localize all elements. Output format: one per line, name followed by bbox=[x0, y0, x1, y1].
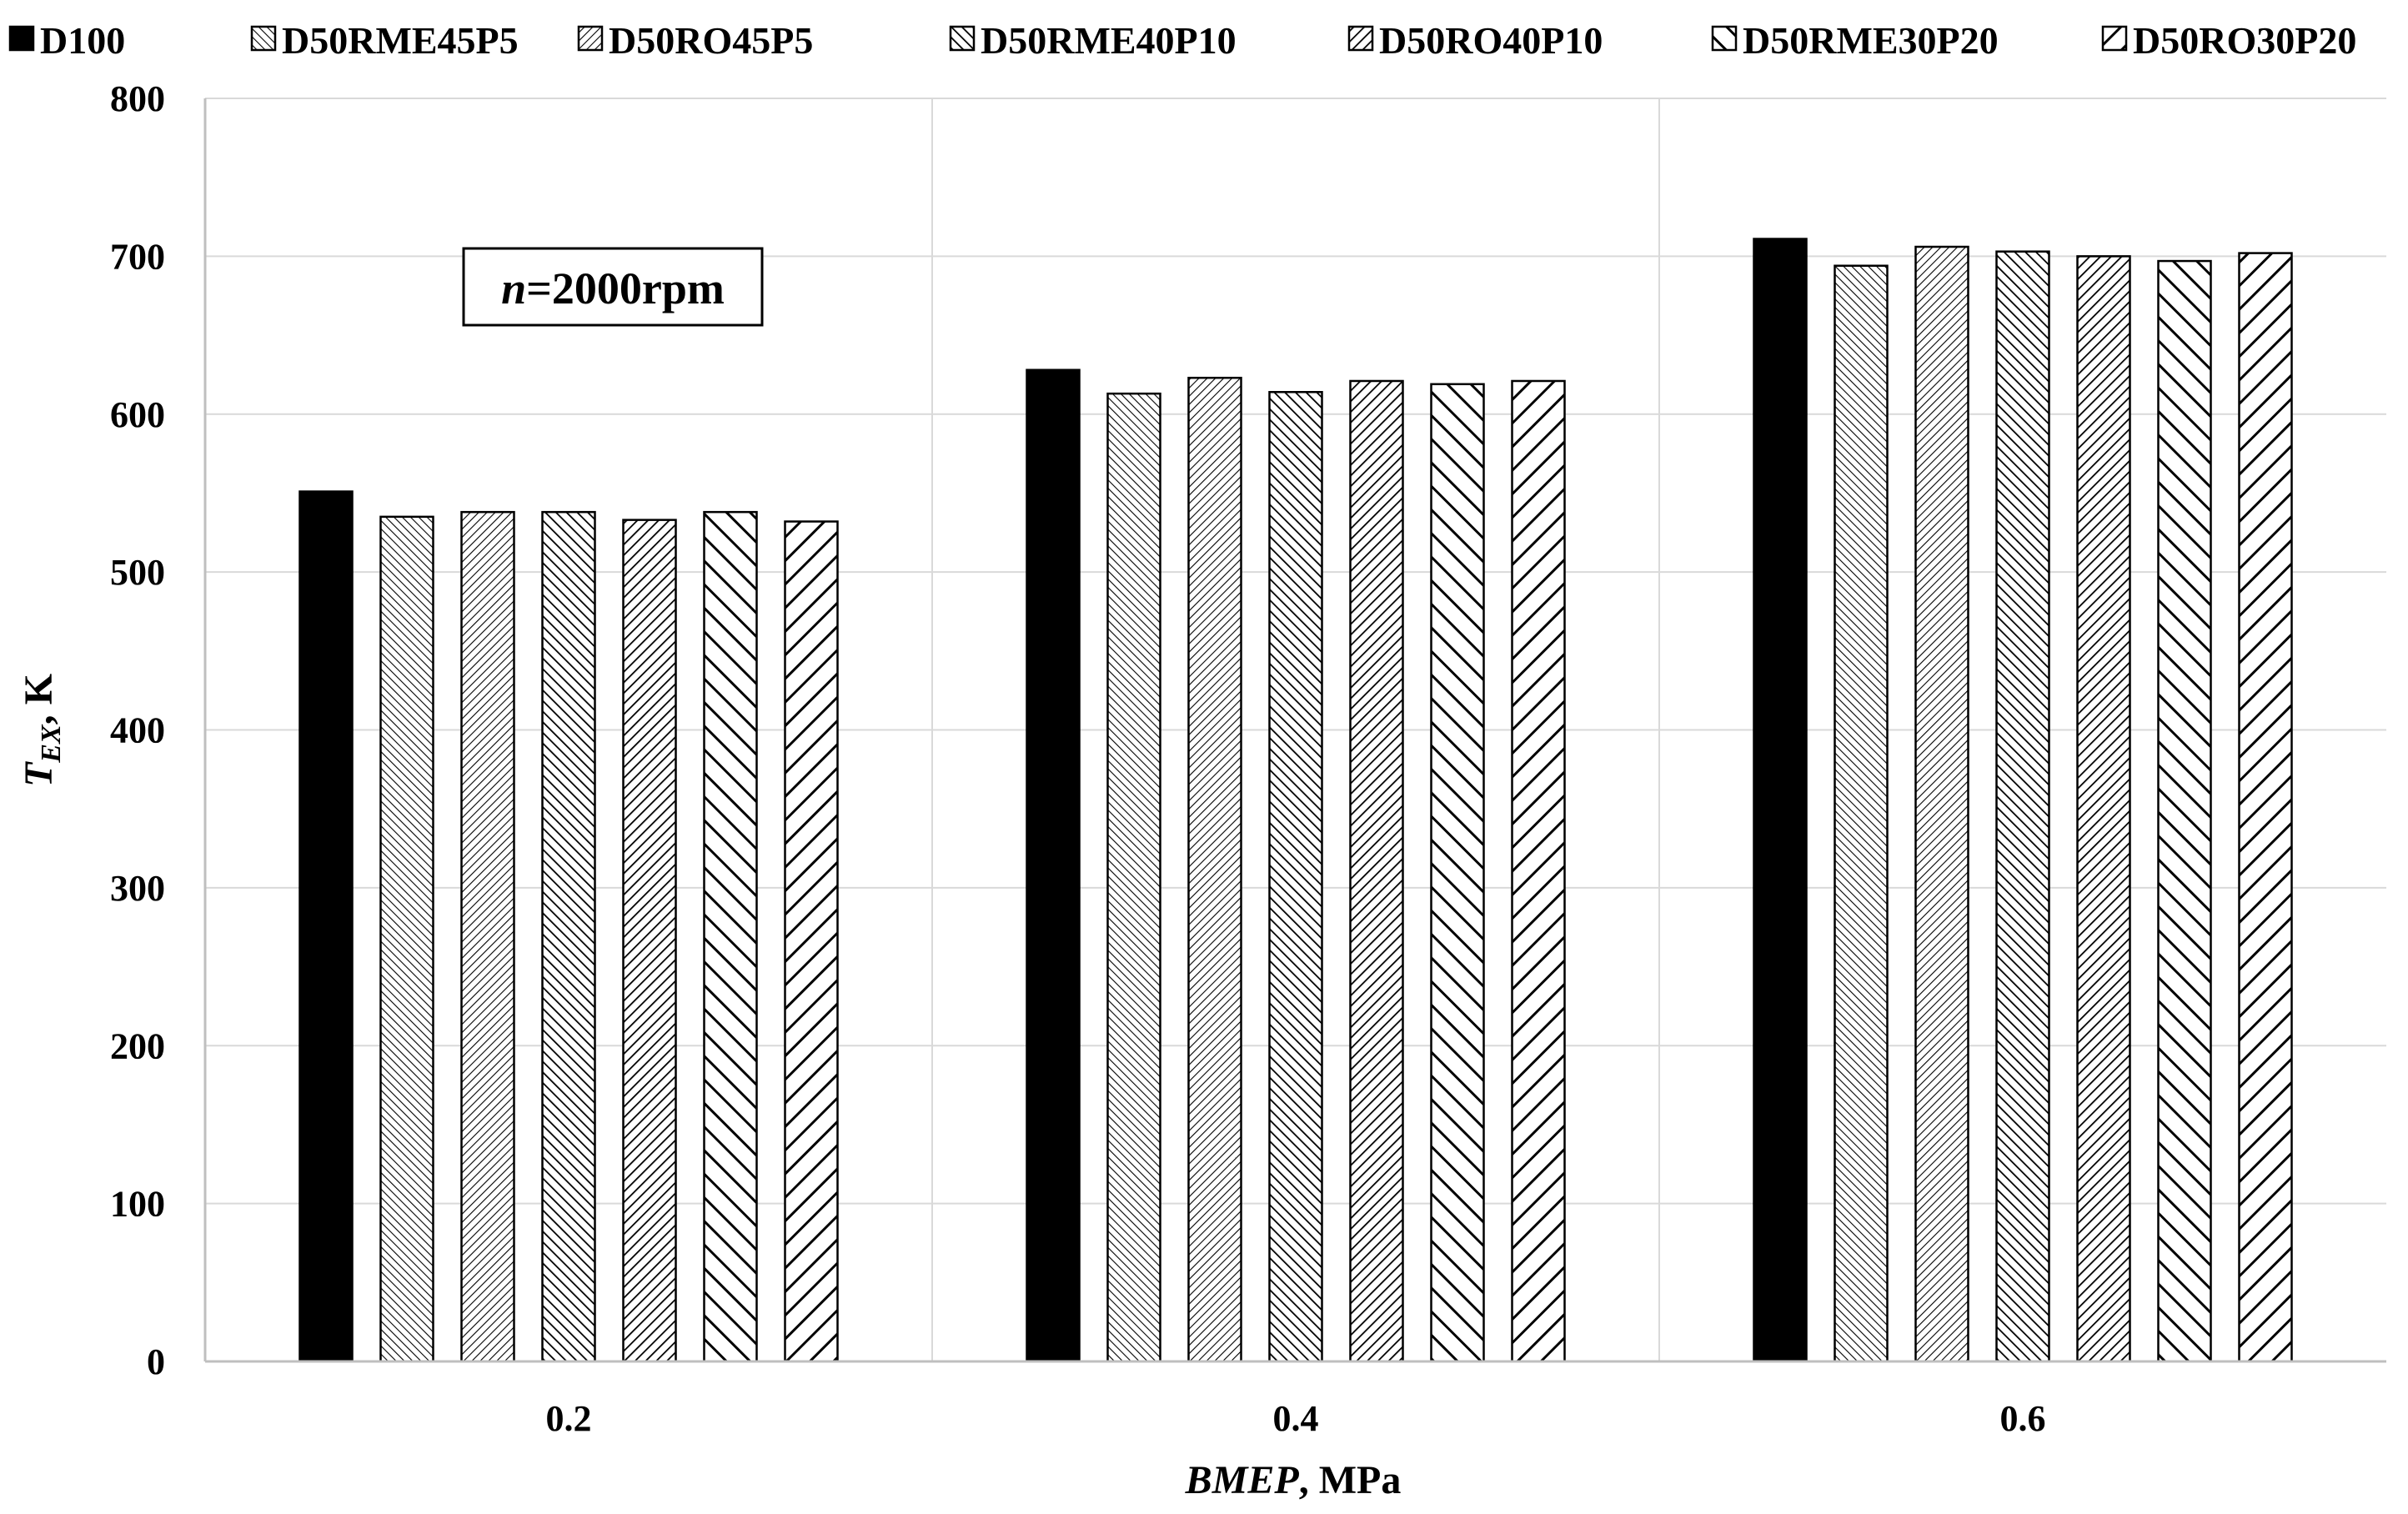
legend-label: D100 bbox=[40, 19, 125, 62]
bar-D100-0.4 bbox=[1026, 368, 1081, 1363]
bar-D50RME45P5-0.6 bbox=[1834, 264, 1889, 1363]
bar-D50RO40P10-0.4 bbox=[1349, 379, 1404, 1363]
bar-D100-0.2 bbox=[298, 490, 354, 1363]
legend-item-D100: D100 bbox=[8, 19, 125, 62]
legend-swatch bbox=[949, 25, 976, 52]
annotation-frame bbox=[462, 247, 764, 327]
annotation-italic: n bbox=[501, 263, 526, 313]
bar-D50RME45P5-0.2 bbox=[379, 515, 434, 1363]
x-tick-label: 0.2 bbox=[546, 1398, 592, 1439]
legend: D100 D50RME45P5 D50RO45P5 D50RME40P10 D50RO4… bbox=[8, 19, 2356, 62]
y-tick-label: 0 bbox=[147, 1341, 165, 1382]
legend-label: D50RO45P5 bbox=[609, 19, 813, 62]
bar-D50RO45P5-0.4 bbox=[1187, 376, 1242, 1363]
bar-D50RO40P10-0.2 bbox=[622, 519, 677, 1363]
legend-swatch bbox=[1347, 25, 1374, 52]
bar-D50RO30P20-0.2 bbox=[784, 520, 839, 1363]
axes: 0 100 200 300 400 500 600 700 800 0.2 0.4 0.6 bbox=[110, 78, 2386, 1439]
legend-swatch bbox=[1711, 25, 1738, 52]
y-tick-label: 500 bbox=[110, 552, 165, 593]
y-tick-label: 700 bbox=[110, 236, 165, 277]
annotation-text: n=2000rpm bbox=[501, 263, 725, 313]
x-axis-title-rest: , MPa bbox=[1299, 1458, 1402, 1502]
x-axis-title-italic: BMEP bbox=[1185, 1458, 1300, 1502]
bars bbox=[298, 238, 2293, 1363]
legend-label: D50RME45P5 bbox=[282, 19, 519, 62]
y-tick-label: 400 bbox=[110, 710, 165, 751]
bar-D100-0.6 bbox=[1753, 238, 1808, 1363]
bar-D50RME40P10-0.6 bbox=[1995, 250, 2050, 1363]
legend-item-D50RO30P20: D50RO30P20 bbox=[2101, 19, 2356, 62]
legend-label: D50RO40P10 bbox=[1379, 19, 1603, 62]
y-tick-label: 300 bbox=[110, 868, 165, 909]
y-axis-title-main: T bbox=[17, 761, 61, 787]
bar-D50RO45P5-0.2 bbox=[460, 510, 515, 1363]
legend-label: D50RME40P10 bbox=[981, 19, 1237, 62]
annotation-rest: =2000rpm bbox=[526, 263, 725, 313]
bar-D50RME30P20-0.2 bbox=[703, 510, 758, 1363]
legend-item-D50RME40P10: D50RME40P10 bbox=[949, 19, 1237, 62]
y-axis-title-sub: EX bbox=[36, 724, 67, 764]
legend-swatch bbox=[2101, 25, 2128, 52]
y-tick-label: 800 bbox=[110, 78, 165, 119]
y-tick-label: 200 bbox=[110, 1025, 165, 1066]
x-tick-label: 0.4 bbox=[1273, 1398, 1319, 1439]
bar-D50RO30P20-0.4 bbox=[1511, 379, 1566, 1363]
legend-label: D50RME30P20 bbox=[1743, 19, 1999, 62]
annotation-box: n=2000rpm bbox=[462, 247, 764, 327]
bar-D50RME45P5-0.4 bbox=[1106, 392, 1161, 1363]
y-tick-label: 100 bbox=[110, 1184, 165, 1225]
bar-D50RME40P10-0.2 bbox=[541, 510, 596, 1363]
legend-swatch bbox=[8, 25, 35, 52]
bar-D50RME30P20-0.6 bbox=[2157, 259, 2212, 1363]
y-axis-title: TEX, K bbox=[17, 674, 67, 787]
legend-item-D50RO45P5: D50RO45P5 bbox=[577, 19, 813, 62]
x-axis-title: BMEP, MPa bbox=[1185, 1458, 1402, 1502]
legend-label: D50RO30P20 bbox=[2133, 19, 2356, 62]
legend-swatch bbox=[577, 25, 604, 52]
bar-D50RO30P20-0.6 bbox=[2238, 252, 2293, 1363]
bar-D50RO40P10-0.6 bbox=[2076, 255, 2131, 1363]
y-tick-label: 600 bbox=[110, 394, 165, 435]
legend-item-D50RME45P5: D50RME45P5 bbox=[250, 19, 519, 62]
legend-swatch bbox=[250, 25, 277, 52]
bar-D50RME40P10-0.4 bbox=[1268, 390, 1323, 1363]
bar-D50RME30P20-0.4 bbox=[1430, 383, 1485, 1363]
y-axis-title-rest: , K bbox=[17, 674, 61, 724]
x-tick-label: 0.6 bbox=[2000, 1398, 2046, 1439]
legend-item-D50RO40P10: D50RO40P10 bbox=[1347, 19, 1603, 62]
bar-D50RO45P5-0.6 bbox=[1914, 245, 1969, 1363]
legend-item-D50RME30P20: D50RME30P20 bbox=[1711, 19, 1999, 62]
